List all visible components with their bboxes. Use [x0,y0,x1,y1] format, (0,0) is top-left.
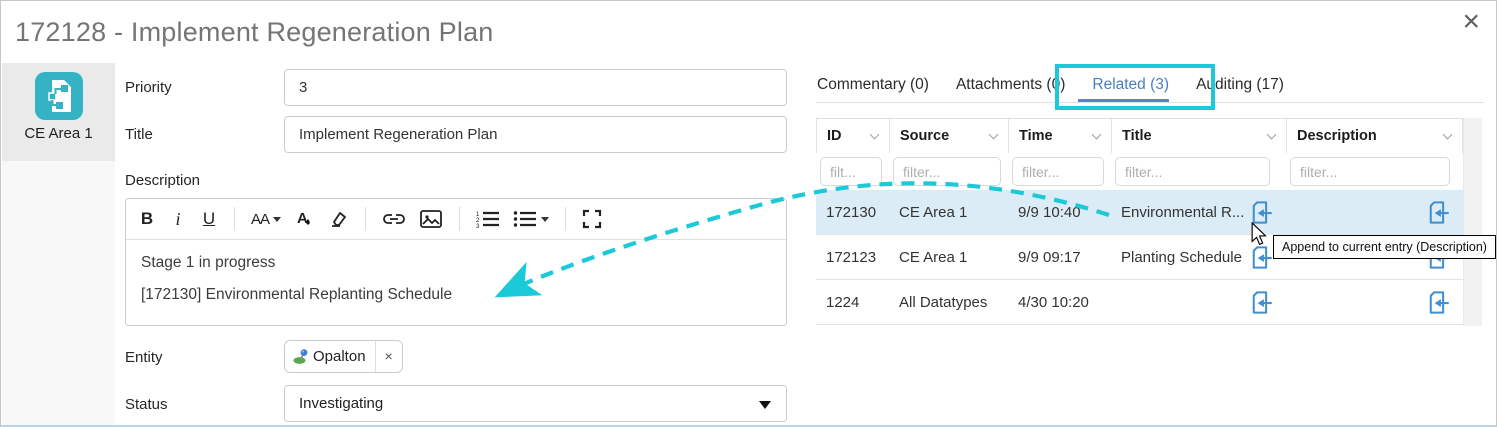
tab-commentary[interactable]: Commentary (0) [817,76,929,93]
status-select[interactable]: Investigating [284,385,787,422]
svg-text:2: 2 [476,218,480,224]
append-to-entry-icon[interactable] [1247,199,1274,226]
toolbar-divider [565,207,567,231]
tab-attachments[interactable]: Attachments (0) [955,76,1066,93]
append-to-entry-icon[interactable] [1424,289,1451,316]
append-to-entry-icon[interactable] [1247,289,1274,316]
close-icon[interactable]: × [1462,5,1480,38]
cell-source: All Datatypes [899,293,988,311]
description-label: Description [125,172,201,189]
table-filter-row [816,153,1463,190]
tab-auditing[interactable]: Auditing (17) [1196,76,1284,93]
filter-input-description[interactable] [1290,157,1450,186]
entity-tag[interactable]: Opalton × [284,340,403,373]
cell-time: 9/9 10:40 [1018,203,1081,221]
tabs-separator [816,102,1484,103]
dropdown-arrow-icon [759,401,771,409]
table-row[interactable]: 1224 All Datatypes 4/30 10:20 [816,280,1463,325]
cell-time: 9/9 09:17 [1018,248,1081,266]
table-row[interactable]: 172130 CE Area 1 9/9 10:40 Environmental… [816,190,1463,235]
column-chevron-icon[interactable] [1442,129,1453,140]
column-chevron-icon[interactable] [1266,129,1277,140]
bold-icon[interactable]: B [140,209,154,228]
svg-text:3: 3 [476,224,480,229]
clear-format-icon[interactable] [327,206,349,232]
related-table: ID Source Time Title Description 172130 … [816,118,1463,325]
title-field[interactable]: Implement Regeneration Plan [284,116,787,153]
toolbar-divider [365,207,367,231]
mouse-cursor [1251,222,1267,246]
title-label: Title [125,126,153,143]
underline-icon[interactable]: U [202,209,216,228]
italic-icon[interactable]: i [175,208,181,229]
cell-title: Planting Schedule [1111,235,1286,279]
cell-id: 172130 [826,203,877,221]
font-color-icon[interactable]: A [294,206,314,232]
priority-field[interactable]: 3 [284,69,787,106]
column-header-id[interactable]: ID [816,119,889,153]
tab-related[interactable]: Related (3) [1055,64,1216,110]
cell-title: Environmental R... [1111,190,1286,234]
svg-text:A: A [297,210,308,227]
cell-title [1111,280,1286,324]
status-label: Status [125,396,168,413]
append-to-entry-icon[interactable] [1247,244,1274,271]
filter-input-title[interactable] [1115,157,1270,186]
image-icon[interactable] [419,206,443,232]
sidebar-item-label: CE Area 1 [24,125,93,142]
filter-input-time[interactable] [1012,157,1104,186]
column-header-time[interactable]: Time [1008,119,1111,153]
unordered-list-icon[interactable] [513,206,550,232]
column-chevron-icon[interactable] [1091,129,1102,140]
datatype-flowchart-icon [34,72,83,120]
map-pin-icon [293,349,308,364]
priority-label: Priority [125,79,172,96]
cell-time: 4/30 10:20 [1018,293,1089,311]
cell-source: CE Area 1 [899,248,968,266]
filter-input-id[interactable] [820,157,882,186]
tooltip: Append to current entry (Description) [1273,235,1496,259]
fullscreen-icon[interactable] [582,206,602,232]
entity-tag-label: Opalton [313,348,366,365]
column-header-title[interactable]: Title [1111,119,1286,153]
description-line: [172130] Environmental Replanting Schedu… [141,286,453,303]
cell-id: 172123 [826,248,877,266]
font-size-icon[interactable]: AA [251,206,282,232]
svg-text:1: 1 [476,212,480,218]
cell-source: CE Area 1 [899,203,968,221]
status-value: Investigating [299,395,384,412]
table-header-row: ID Source Time Title Description [816,118,1463,153]
toolbar-divider [459,207,461,231]
table-scrollbar[interactable] [1463,118,1482,326]
page-title: 172128 - Implement Regeneration Plan [15,17,494,47]
filter-input-source[interactable] [893,157,1001,186]
description-content[interactable]: Stage 1 in progress [172130] Environment… [126,240,786,328]
detail-tabs: Commentary (0) Attachments (0) Related (… [817,64,1284,110]
cell-id: 1224 [826,293,860,311]
append-to-entry-icon[interactable] [1424,199,1451,226]
column-header-description[interactable]: Description [1286,119,1463,153]
toolbar-divider [234,207,235,231]
entity-label: Entity [125,349,163,366]
column-header-source[interactable]: Source [889,119,1008,153]
cell-description [1286,190,1463,234]
sidebar: CE Area 1 [2,63,115,425]
sidebar-item-ce-area-1[interactable]: CE Area 1 [2,63,115,161]
active-tab-underline [1078,99,1170,103]
column-chevron-icon[interactable] [988,129,999,140]
link-icon[interactable] [382,206,406,232]
cell-description [1286,280,1463,324]
description-line: Stage 1 in progress [141,254,276,271]
entity-remove-icon[interactable]: × [374,341,402,372]
column-chevron-icon[interactable] [869,129,880,140]
